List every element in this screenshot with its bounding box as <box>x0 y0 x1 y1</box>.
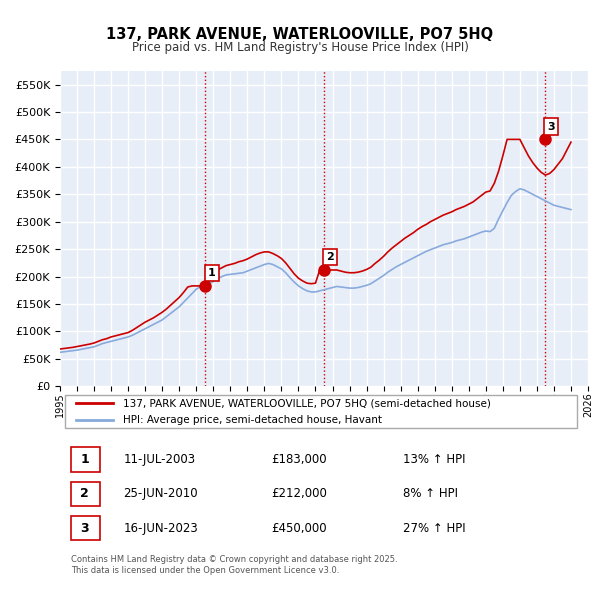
Text: Contains HM Land Registry data © Crown copyright and database right 2025.
This d: Contains HM Land Registry data © Crown c… <box>71 555 397 575</box>
Text: 2: 2 <box>326 252 334 262</box>
Text: £183,000: £183,000 <box>271 453 327 466</box>
Text: 137, PARK AVENUE, WATERLOOVILLE, PO7 5HQ: 137, PARK AVENUE, WATERLOOVILLE, PO7 5HQ <box>106 27 494 41</box>
Text: 8% ↑ HPI: 8% ↑ HPI <box>403 487 458 500</box>
FancyBboxPatch shape <box>65 395 577 428</box>
Text: 1: 1 <box>80 453 89 466</box>
Text: 13% ↑ HPI: 13% ↑ HPI <box>403 453 466 466</box>
Text: 3: 3 <box>547 122 555 132</box>
Text: £450,000: £450,000 <box>271 522 327 535</box>
Text: 25-JUN-2010: 25-JUN-2010 <box>124 487 198 500</box>
Text: £212,000: £212,000 <box>271 487 327 500</box>
Text: 1: 1 <box>208 268 215 278</box>
Text: HPI: Average price, semi-detached house, Havant: HPI: Average price, semi-detached house,… <box>124 415 382 425</box>
Text: 11-JUL-2003: 11-JUL-2003 <box>124 453 196 466</box>
Text: Price paid vs. HM Land Registry's House Price Index (HPI): Price paid vs. HM Land Registry's House … <box>131 41 469 54</box>
FancyBboxPatch shape <box>71 447 100 472</box>
Text: 27% ↑ HPI: 27% ↑ HPI <box>403 522 466 535</box>
Text: 3: 3 <box>80 522 89 535</box>
Text: 137, PARK AVENUE, WATERLOOVILLE, PO7 5HQ (semi-detached house): 137, PARK AVENUE, WATERLOOVILLE, PO7 5HQ… <box>124 398 491 408</box>
FancyBboxPatch shape <box>71 516 100 540</box>
Text: 16-JUN-2023: 16-JUN-2023 <box>124 522 198 535</box>
Text: 2: 2 <box>80 487 89 500</box>
FancyBboxPatch shape <box>71 481 100 506</box>
